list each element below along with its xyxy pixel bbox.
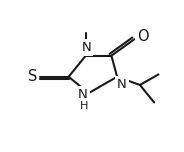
Text: N: N <box>117 78 127 91</box>
Text: N: N <box>82 41 91 54</box>
Text: S: S <box>28 69 37 84</box>
Text: H: H <box>80 101 89 111</box>
Text: O: O <box>137 29 149 45</box>
Text: N: N <box>78 88 88 101</box>
